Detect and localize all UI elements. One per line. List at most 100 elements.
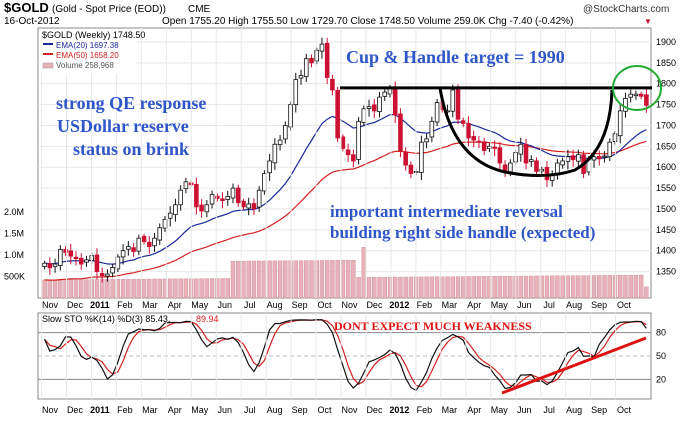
candle-body — [429, 120, 435, 138]
ema50-line — [44, 140, 647, 281]
volume-bar — [335, 260, 340, 299]
candle-body — [371, 104, 377, 112]
volume-bar — [565, 275, 571, 299]
volume-bar — [529, 275, 534, 299]
candle-body — [272, 143, 278, 164]
price-tick-label: 1600 — [656, 162, 676, 172]
ohlc-readout: Open 1755.20 High 1755.50 Low 1729.70 Cl… — [162, 16, 573, 27]
volume-bar — [445, 276, 450, 299]
candle-body — [230, 187, 236, 199]
candle-body — [120, 250, 126, 258]
stoch-d-value: 89.94 — [196, 314, 219, 324]
volume-bar — [220, 278, 225, 299]
volume-bar — [356, 277, 361, 299]
stoch-axis: 20 50 80 — [656, 328, 666, 385]
stoch-legend: Slow STO %K(14) %D(3) 85.43, — [42, 314, 170, 324]
candle-body — [42, 262, 47, 267]
candle-body — [298, 74, 304, 79]
time-tick-label: Jul — [543, 405, 555, 415]
volume-bar — [351, 259, 356, 299]
time-tick-label: Nov — [341, 300, 358, 310]
candle-body — [612, 133, 618, 142]
candle-body — [398, 113, 403, 151]
price-panel — [37, 27, 652, 299]
volume-bar — [497, 276, 503, 299]
volume-bar — [58, 279, 63, 299]
volume-bar — [560, 275, 565, 299]
candle-body — [377, 96, 382, 113]
volume-tick-label: 1.5M — [4, 228, 24, 238]
candle-body — [492, 146, 497, 149]
volume-bar — [387, 276, 393, 299]
time-tick-label: Aug — [566, 405, 582, 415]
time-tick-label: 2012 — [389, 300, 409, 310]
volume-bar — [173, 278, 178, 299]
volume-bar — [330, 260, 335, 299]
candle-body — [110, 266, 115, 274]
candle-body — [267, 160, 272, 174]
candle-body — [345, 149, 351, 156]
candle-body — [303, 58, 309, 77]
date-label: 16-Oct-2012 — [4, 16, 60, 27]
price-tick-label: 1450 — [656, 225, 676, 235]
time-tick-label: Jul — [244, 405, 256, 415]
volume-bar — [178, 278, 183, 299]
candle-body — [157, 227, 163, 241]
stoch-tick-label: 20 — [656, 374, 666, 384]
candle-body — [602, 155, 607, 158]
legend-volume: Volume 258,968 — [56, 61, 114, 70]
watermark: @StockCharts.com — [583, 4, 669, 15]
time-tick-label: Feb — [117, 405, 133, 415]
volume-bar — [157, 278, 162, 299]
time-tick-label: 2011 — [90, 300, 110, 310]
candle-body — [366, 106, 372, 109]
candle-body — [309, 57, 314, 64]
volume-bar — [309, 260, 314, 299]
volume-bar — [288, 260, 293, 299]
volume-bar — [204, 278, 210, 299]
volume-bar — [267, 260, 272, 299]
price-tick-label: 1400 — [656, 246, 676, 256]
volume-bar — [450, 276, 455, 299]
time-tick-label: Dec — [366, 300, 383, 310]
candle-body — [194, 183, 199, 208]
volume-bar — [241, 260, 246, 299]
annotation-reversal-1: important intermediate reversal — [330, 202, 563, 221]
volume-bar — [52, 279, 58, 299]
candle-body — [508, 162, 513, 173]
candle-body — [382, 91, 388, 97]
price-tick-label: 1750 — [656, 100, 676, 110]
candle-body — [293, 79, 299, 106]
annotation-reversal-2: building right side handle (expected) — [330, 223, 595, 242]
time-tick-label: Apr — [467, 300, 481, 310]
time-tick-label: 2012 — [389, 405, 409, 415]
time-tick-label: Feb — [117, 300, 133, 310]
time-tick-label: Oct — [318, 405, 333, 415]
candle-body — [209, 193, 215, 205]
candle-body — [314, 49, 320, 62]
candle-body — [131, 247, 136, 252]
time-tick-label: Jun — [517, 405, 532, 415]
volume-bar — [361, 246, 367, 299]
candle-body — [167, 212, 173, 219]
annotation-layer — [340, 65, 662, 395]
candle-body — [183, 181, 189, 190]
candle-body — [351, 154, 356, 162]
candle-body — [638, 93, 644, 97]
volume-bar — [73, 279, 79, 299]
volume-bar — [272, 260, 278, 299]
legend-title: $GOLD (Weekly) 1748.50 — [42, 30, 145, 40]
time-tick-label: Sep — [292, 300, 308, 310]
legend-box — [40, 29, 136, 74]
candle-body — [94, 254, 100, 272]
candle-body — [471, 136, 476, 141]
volume-bar — [419, 276, 424, 299]
candle-body — [487, 145, 492, 150]
time-tick-label: Jun — [217, 405, 232, 415]
volume-bar — [644, 286, 649, 299]
candle-body — [539, 168, 545, 172]
volume-bar — [461, 276, 466, 299]
candle-body — [607, 141, 613, 158]
volume-bar — [215, 278, 220, 299]
